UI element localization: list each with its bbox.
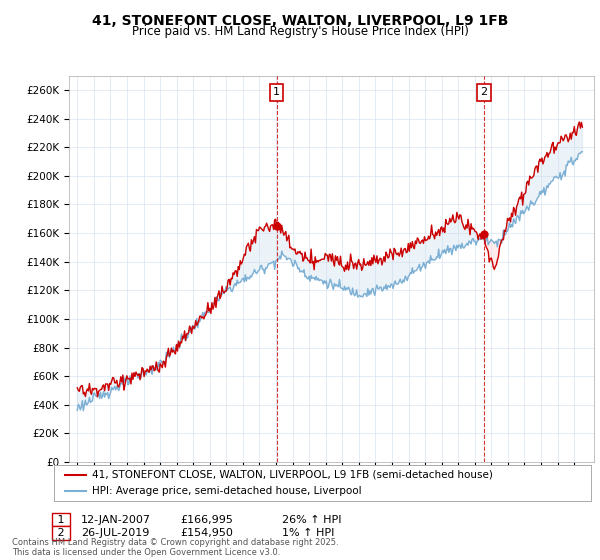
Text: 1: 1 <box>273 87 280 97</box>
Text: £154,950: £154,950 <box>180 528 233 538</box>
Text: 2: 2 <box>481 87 488 97</box>
Text: 26-JUL-2019: 26-JUL-2019 <box>81 528 149 538</box>
Text: 41, STONEFONT CLOSE, WALTON, LIVERPOOL, L9 1FB (semi-detached house): 41, STONEFONT CLOSE, WALTON, LIVERPOOL, … <box>92 470 493 480</box>
Text: 1: 1 <box>54 515 68 525</box>
Text: HPI: Average price, semi-detached house, Liverpool: HPI: Average price, semi-detached house,… <box>92 486 361 496</box>
Text: 12-JAN-2007: 12-JAN-2007 <box>81 515 151 525</box>
Text: Contains HM Land Registry data © Crown copyright and database right 2025.
This d: Contains HM Land Registry data © Crown c… <box>12 538 338 557</box>
Text: 2: 2 <box>54 528 68 538</box>
Text: 41, STONEFONT CLOSE, WALTON, LIVERPOOL, L9 1FB: 41, STONEFONT CLOSE, WALTON, LIVERPOOL, … <box>92 14 508 28</box>
Text: 1% ↑ HPI: 1% ↑ HPI <box>282 528 334 538</box>
Text: 26% ↑ HPI: 26% ↑ HPI <box>282 515 341 525</box>
Text: Price paid vs. HM Land Registry's House Price Index (HPI): Price paid vs. HM Land Registry's House … <box>131 25 469 38</box>
Text: £166,995: £166,995 <box>180 515 233 525</box>
